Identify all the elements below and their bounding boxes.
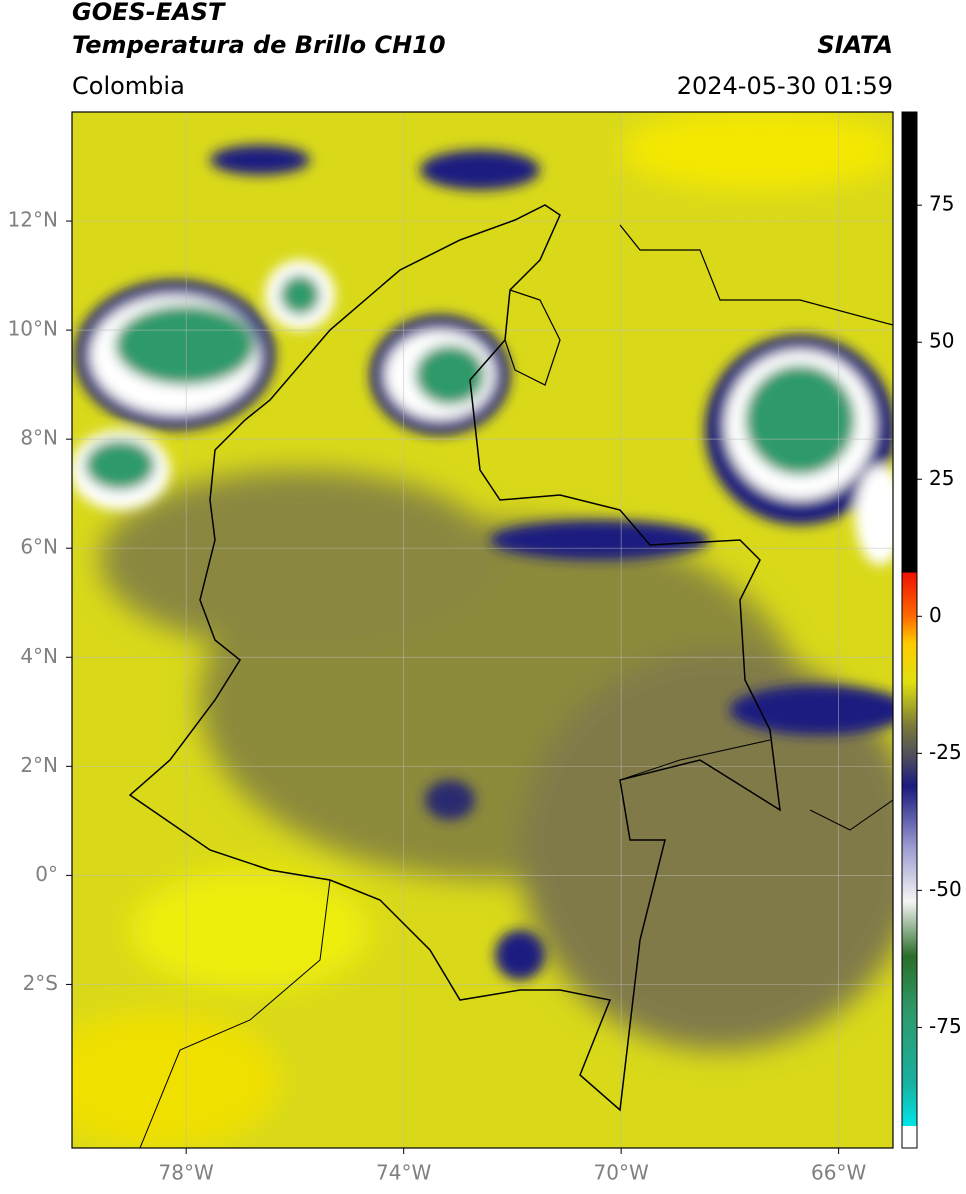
colorbar-tick-label: -25 <box>929 740 962 764</box>
lat-tick-label: 6°N <box>20 535 58 559</box>
lat-tick-label: 2°S <box>23 971 58 995</box>
lat-tick-label: 10°N <box>8 317 58 341</box>
graticule <box>72 112 893 1148</box>
satellite-title: GOES-EAST <box>72 0 226 26</box>
lon-tick-label: 78°W <box>159 1161 214 1185</box>
lon-tick-label: 74°W <box>376 1161 431 1185</box>
colorbar-tick-label: -75 <box>929 1014 962 1038</box>
colorbar-tick-label: 75 <box>929 192 954 216</box>
lat-tick-label: 4°N <box>20 644 58 668</box>
colorbar-fill <box>901 111 918 1149</box>
lat-tick-label: 8°N <box>20 426 58 450</box>
lon-tick-label: 70°W <box>594 1161 649 1185</box>
region-label: Colombia <box>72 72 185 100</box>
boundary <box>139 739 893 1148</box>
satellite-image <box>72 112 893 1148</box>
colorbar: 75 50 25 0 -25 -50 -75 <box>901 111 962 1149</box>
map-frame <box>71 111 894 1149</box>
coastline <box>504 224 893 386</box>
colorbar-tick-label: -50 <box>929 877 962 901</box>
lat-tick-label: 12°N <box>8 208 58 232</box>
lat-tick-label: 0° <box>35 862 58 886</box>
colorbar-tick-label: 50 <box>929 329 954 353</box>
source-label: SIATA <box>817 31 893 59</box>
country-border <box>128 204 781 1112</box>
colorbar-tick-label: 25 <box>929 466 954 490</box>
datetime-label: 2024-05-30 01:59 <box>677 72 893 100</box>
lat-tick-label: 2°N <box>20 753 58 777</box>
colorbar-tick-label: 0 <box>929 603 942 627</box>
product-title: Temperatura de Brillo CH10 <box>72 31 446 59</box>
lon-tick-label: 66°W <box>811 1161 866 1185</box>
